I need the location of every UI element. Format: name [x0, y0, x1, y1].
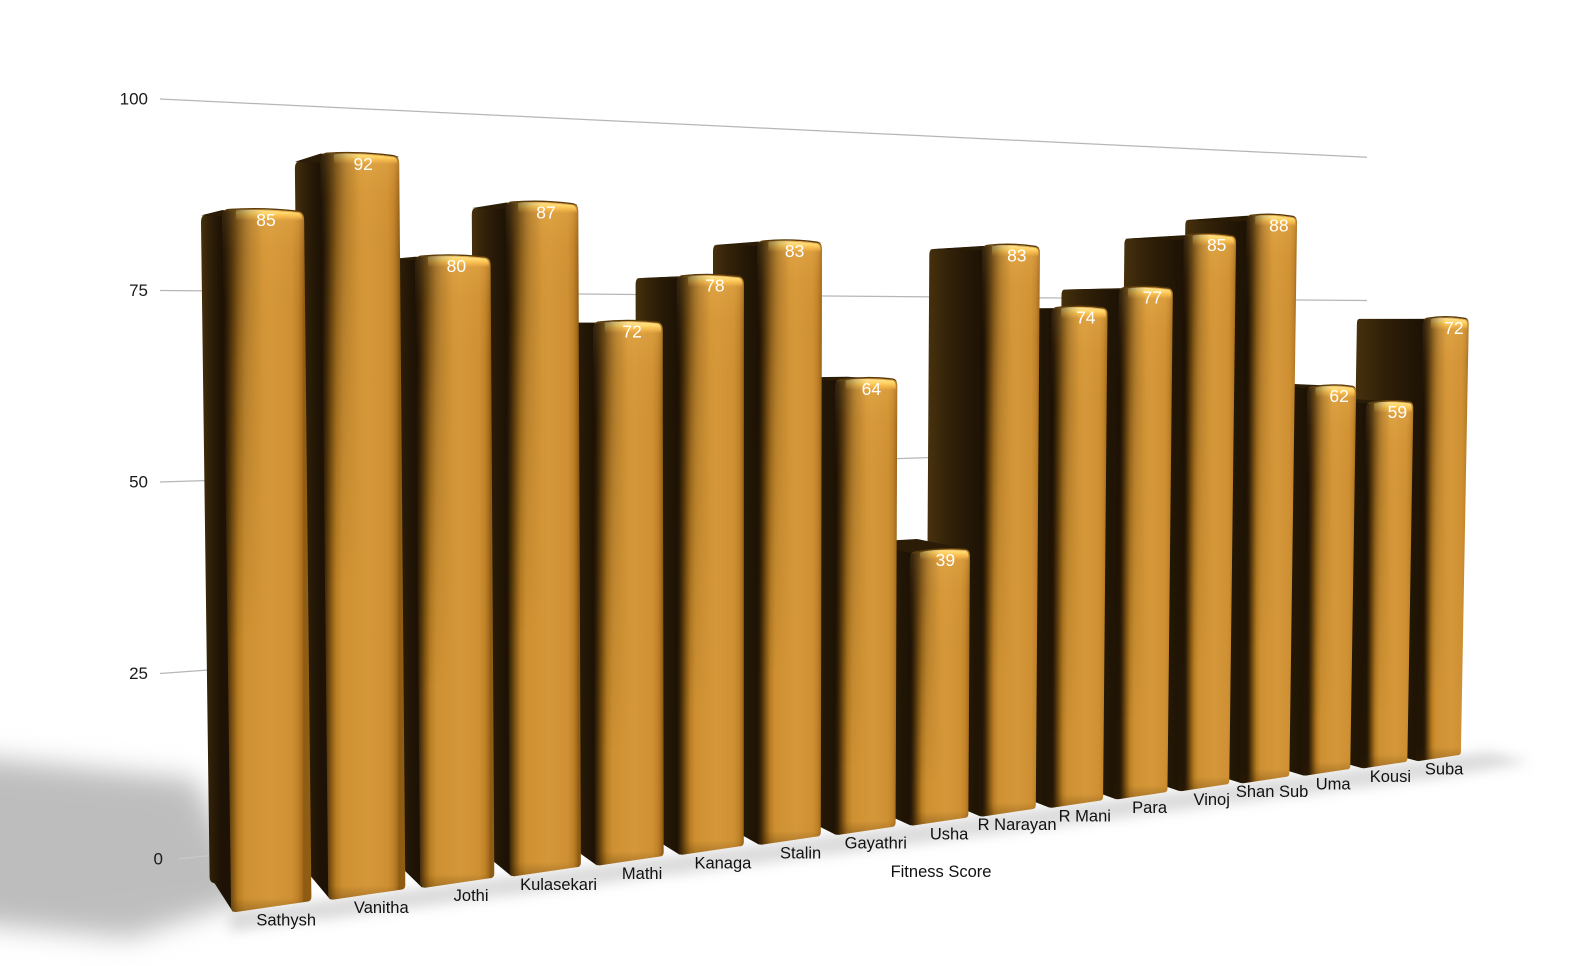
svg-text:77: 77 — [1143, 288, 1162, 308]
svg-text:72: 72 — [622, 322, 641, 342]
svg-text:62: 62 — [1329, 386, 1348, 406]
svg-text:Kousi: Kousi — [1370, 768, 1411, 786]
svg-text:87: 87 — [536, 203, 555, 223]
svg-text:0: 0 — [154, 850, 163, 869]
svg-text:Fitness Score: Fitness Score — [891, 863, 992, 881]
svg-text:Sathysh: Sathysh — [256, 911, 316, 929]
svg-text:80: 80 — [447, 256, 467, 276]
svg-text:Usha: Usha — [930, 825, 969, 843]
svg-text:Vanitha: Vanitha — [354, 899, 410, 917]
svg-text:Stalin: Stalin — [780, 844, 821, 862]
svg-text:64: 64 — [862, 379, 882, 399]
svg-text:85: 85 — [1207, 235, 1226, 255]
svg-text:Gayathri: Gayathri — [845, 835, 907, 853]
svg-text:Mathi: Mathi — [622, 865, 662, 883]
svg-text:59: 59 — [1388, 402, 1407, 422]
svg-text:88: 88 — [1269, 216, 1288, 236]
svg-text:Kanaga: Kanaga — [694, 855, 752, 873]
svg-text:74: 74 — [1076, 307, 1096, 327]
svg-text:Para: Para — [1132, 799, 1168, 817]
svg-text:Suba: Suba — [1425, 761, 1464, 779]
svg-text:39: 39 — [936, 550, 955, 570]
svg-text:83: 83 — [785, 241, 804, 261]
svg-text:Vinoj: Vinoj — [1193, 791, 1229, 809]
svg-text:Uma: Uma — [1316, 775, 1352, 793]
svg-text:78: 78 — [705, 276, 724, 296]
svg-text:Jothi: Jothi — [454, 887, 489, 905]
svg-text:50: 50 — [129, 473, 148, 492]
svg-text:85: 85 — [256, 210, 275, 230]
svg-text:92: 92 — [353, 154, 372, 174]
svg-text:Shan Sub: Shan Sub — [1236, 783, 1308, 801]
svg-text:R Narayan: R Narayan — [978, 816, 1057, 834]
svg-text:Kulasekari: Kulasekari — [520, 876, 597, 894]
svg-text:100: 100 — [120, 90, 148, 109]
svg-text:25: 25 — [129, 664, 148, 683]
svg-text:R Mani: R Mani — [1059, 807, 1111, 825]
svg-text:75: 75 — [129, 281, 148, 300]
svg-text:72: 72 — [1444, 318, 1463, 338]
svg-text:83: 83 — [1007, 246, 1026, 266]
